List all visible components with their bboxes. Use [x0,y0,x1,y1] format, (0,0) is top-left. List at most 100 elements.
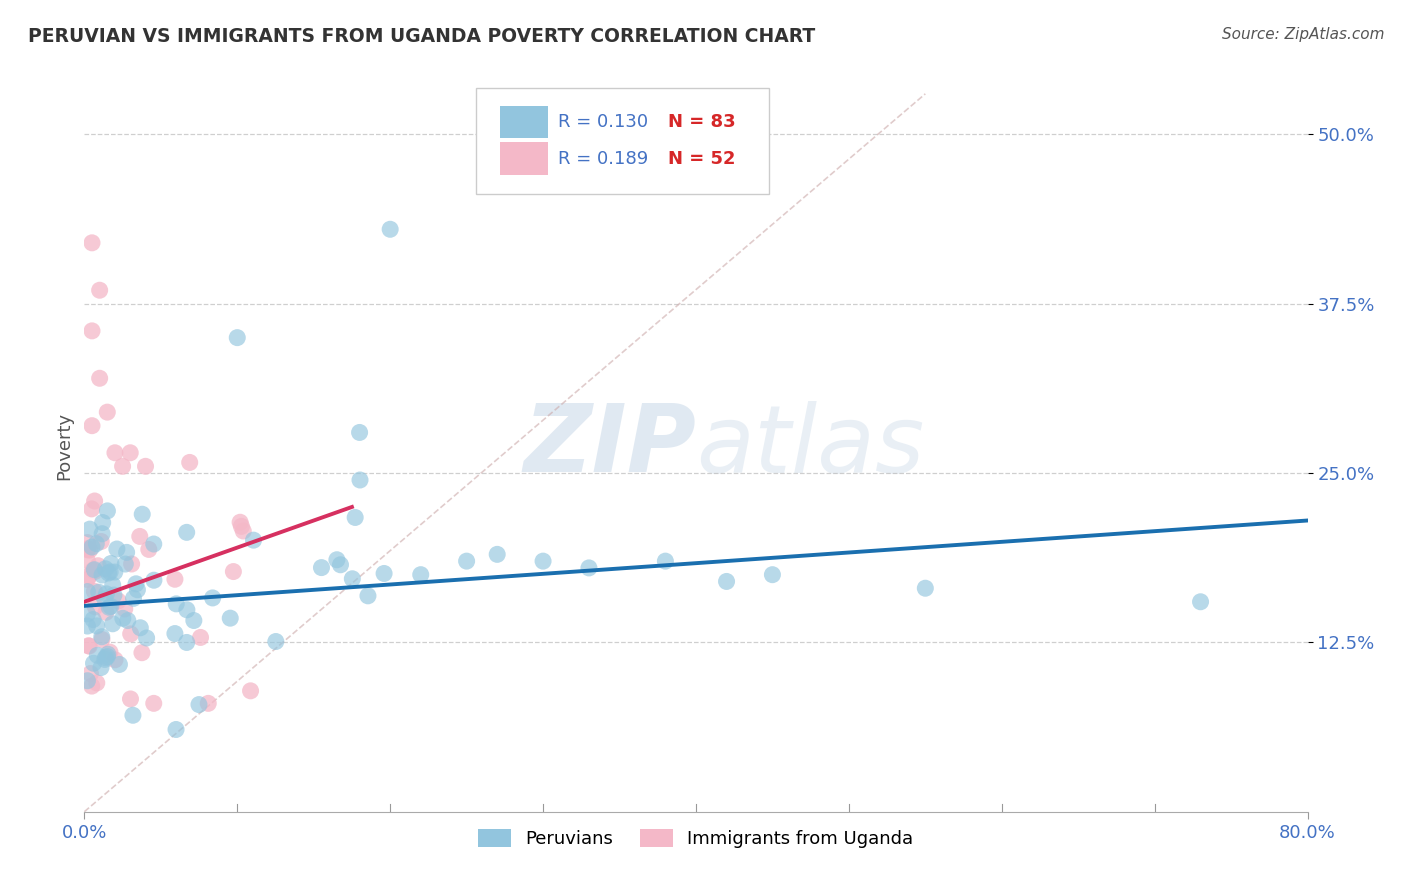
Point [761,567,783,582]
Point [90,630,112,644]
Point [87,585,110,599]
Point [80,418,103,433]
Point [135,631,157,645]
Point [486,547,509,561]
Point [326,553,349,567]
Point [183,614,205,628]
Point [111,459,134,474]
Point [108,657,131,672]
Point [121,557,143,571]
Point [142,573,165,587]
Point [76,584,98,599]
Point [76,573,98,587]
Point [97,566,120,580]
Point [135,459,157,474]
Point [122,708,145,723]
Point [80,501,103,516]
Point [101,578,124,592]
Point [409,567,432,582]
Point [142,537,165,551]
Point [79,522,101,536]
Point [111,611,134,625]
Point [94,562,117,576]
Point [311,560,333,574]
Point [239,683,262,698]
Point [86,648,108,663]
FancyBboxPatch shape [475,87,769,194]
Point [188,698,211,712]
Point [84,536,107,550]
Point [138,542,160,557]
Point [329,558,352,572]
Point [94,650,117,665]
Text: R = 0.189: R = 0.189 [558,150,648,168]
Point [96,587,118,601]
Point [120,446,142,460]
Point [93,591,115,606]
Point [84,565,107,579]
Point [226,331,249,345]
Point [578,561,600,575]
Point [229,515,252,529]
Point [96,649,118,664]
Point [456,554,478,568]
Point [89,371,111,385]
Point [914,581,936,595]
Point [90,534,112,549]
Point [94,652,117,666]
Point [232,524,254,538]
FancyBboxPatch shape [501,143,548,175]
Point [716,574,738,589]
Point [264,634,287,648]
Point [120,627,142,641]
Point [344,510,367,524]
Point [131,646,153,660]
Point [86,676,108,690]
Point [101,616,124,631]
Point [90,660,112,674]
Point [91,526,114,541]
Point [176,603,198,617]
Point [176,635,198,649]
Point [76,619,98,633]
Point [142,697,165,711]
Point [122,591,145,606]
Point [128,529,150,543]
Point [107,594,129,608]
Point [80,235,103,250]
Point [77,639,100,653]
Point [86,619,108,633]
Point [97,647,120,661]
Point [231,519,253,533]
Point [76,554,98,568]
Point [163,626,186,640]
Point [165,723,187,737]
Point [80,540,103,554]
Point [96,405,118,419]
Point [76,607,98,621]
Point [373,566,395,581]
Point [100,557,122,571]
Point [380,222,402,236]
Point [190,631,212,645]
Point [165,597,187,611]
Point [79,543,101,558]
Point [129,621,152,635]
Point [114,557,136,571]
Point [100,599,122,614]
Point [83,657,105,671]
Point [125,576,148,591]
Point [98,600,121,615]
Point [219,611,242,625]
Point [120,692,142,706]
Point [115,545,138,559]
Point [83,494,105,508]
Point [82,613,104,627]
Text: N = 52: N = 52 [668,150,735,168]
Point [98,645,121,659]
Point [77,569,100,583]
Point [76,541,98,556]
Point [127,582,149,597]
Point [531,554,554,568]
Text: PERUVIAN VS IMMIGRANTS FROM UGANDA POVERTY CORRELATION CHART: PERUVIAN VS IMMIGRANTS FROM UGANDA POVER… [28,27,815,45]
